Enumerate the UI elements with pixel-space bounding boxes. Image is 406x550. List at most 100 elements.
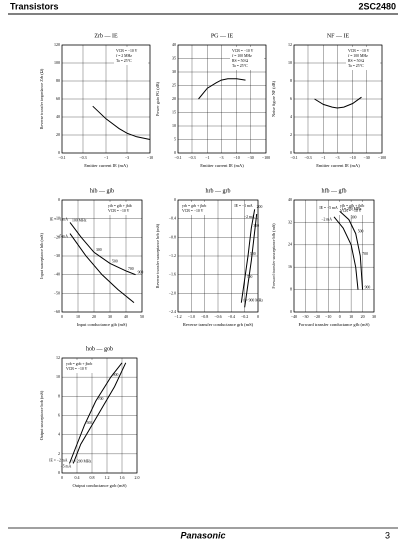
point-label: 500 xyxy=(358,229,364,233)
series-label: −5 mA xyxy=(57,234,68,238)
x-tick-label: 40 xyxy=(124,314,128,319)
note-box xyxy=(346,47,380,70)
series-label: −5 mA xyxy=(61,464,72,468)
point-label: f = 200 MHz xyxy=(72,459,92,463)
x-tick-label: 0.4 xyxy=(75,475,80,480)
x-tick-label: −1 xyxy=(205,155,209,160)
y-tick-label: 6 xyxy=(58,412,60,417)
note-line: yfb = gfb + jbfb xyxy=(340,204,364,208)
point-label: 300 xyxy=(351,215,357,219)
y-tick-label: −10 xyxy=(54,216,60,221)
x-tick-label: 20 xyxy=(92,314,96,319)
y-tick-label: 8 xyxy=(290,287,292,292)
x-axis-label: Emitter current IE (mA) xyxy=(316,163,360,168)
y-axis-label: Reverse transfer susceptance brb (mS) xyxy=(155,223,160,288)
y-tick-label: −2.0 xyxy=(169,290,176,295)
y-tick-label: 12 xyxy=(288,42,292,47)
note-line: Ta = 25°C xyxy=(348,64,364,68)
series-line xyxy=(69,222,136,276)
point-label: 100 MHz xyxy=(72,218,87,222)
point-label: 900 xyxy=(365,285,371,289)
point-label: 900 xyxy=(138,271,144,275)
x-tick-label: −0.3 xyxy=(188,155,195,160)
y-tick-label: 4 xyxy=(58,432,60,437)
point-label: 200 xyxy=(257,205,263,209)
x-tick-label: 0 xyxy=(61,475,63,480)
note-box xyxy=(230,47,264,70)
note-box xyxy=(180,202,214,215)
x-axis-label: Input conductance gib (mS) xyxy=(77,322,128,327)
point-label: 700 xyxy=(128,267,134,271)
note-line: f = 100 MHz xyxy=(232,54,252,58)
x-tick-label: −1 xyxy=(104,155,108,160)
x-tick-label: 30 xyxy=(108,314,112,319)
y-tick-label: 80 xyxy=(56,78,60,83)
series-line xyxy=(244,213,258,308)
y-tick-label: 20 xyxy=(172,96,176,101)
note-line: VCB = −10 V xyxy=(232,49,254,53)
x-tick-label: −0.1 xyxy=(58,155,65,160)
y-tick-label: −1.6 xyxy=(169,272,176,277)
note-line: Ta = 25°C xyxy=(232,64,248,68)
y-axis-label: Reverse transfer impedance Zrb (Ω) xyxy=(39,68,44,129)
y-tick-label: 0 xyxy=(58,150,60,155)
x-axis-label: Forward transfer conductance gfb (mS) xyxy=(299,322,370,327)
series-label: IE = −1 mA xyxy=(50,217,69,221)
note-line: yob = gob + jbob xyxy=(66,362,92,366)
plot-frame xyxy=(61,199,143,313)
x-axis-label: Emitter current IE (mA) xyxy=(200,163,244,168)
header-right: 2SC2480 xyxy=(358,1,396,11)
y-tick-label: 120 xyxy=(54,42,60,47)
y-axis-label: Forward transfer susceptance bfb (mS) xyxy=(271,223,276,289)
footer-page: 3 xyxy=(385,530,390,540)
plot-frame xyxy=(293,199,375,313)
x-tick-label: −30 xyxy=(364,155,370,160)
y-tick-label: 16 xyxy=(288,264,292,269)
series-label: IE = −1 mA xyxy=(234,204,253,208)
series-line xyxy=(240,209,256,303)
point-label: 700 xyxy=(362,252,368,256)
series-label: IE = −2 mA xyxy=(49,458,68,462)
note-line: f = 100 MHz xyxy=(348,54,368,58)
x-tick-label: −3 xyxy=(219,155,223,160)
y-tick-label: 0 xyxy=(58,197,60,202)
chart-title: hib — gib xyxy=(90,188,114,194)
x-axis-label: Emitter current IE (mA) xyxy=(84,163,128,168)
y-tick-label: 25 xyxy=(172,82,176,87)
chart-title: hob — gob xyxy=(86,346,113,352)
y-tick-label: 35 xyxy=(172,55,176,60)
y-axis-label: Output susceptance bob (mS) xyxy=(39,390,44,440)
x-tick-label: 1.6 xyxy=(120,475,125,480)
note-box xyxy=(64,360,98,373)
point-label: 900 xyxy=(113,373,119,377)
x-axis-label: Reverse transfer conductance grb (mS) xyxy=(183,322,254,327)
y-tick-label: 10 xyxy=(56,374,60,379)
y-tick-label: 8 xyxy=(58,393,60,398)
series-label: IE = −5 mA xyxy=(319,206,338,210)
y-tick-label: 40 xyxy=(172,42,176,47)
x-tick-label: −0.2 xyxy=(241,314,248,319)
series-line xyxy=(69,233,135,304)
y-tick-label: 100 xyxy=(54,60,60,65)
x-axis-label: Output conductance gob (mS) xyxy=(72,483,127,488)
y-tick-label: 0 xyxy=(174,150,176,155)
y-tick-label: 12 xyxy=(56,355,60,360)
x-tick-label: −0.6 xyxy=(214,314,221,319)
y-tick-label: −0.4 xyxy=(169,216,176,221)
note-box xyxy=(114,47,148,65)
point-label: 500 xyxy=(87,421,93,425)
series-label: −2 mA xyxy=(321,218,332,222)
y-tick-label: 0 xyxy=(58,470,60,475)
x-tick-label: −0.8 xyxy=(201,314,208,319)
x-tick-label: −3 xyxy=(125,155,129,160)
chart-title: Zrb — IE xyxy=(94,33,118,39)
x-tick-label: 0 xyxy=(61,314,63,319)
y-tick-label: −50 xyxy=(54,290,60,295)
x-tick-label: −10 xyxy=(325,314,331,319)
point-label: f = 200 MHz xyxy=(342,207,362,211)
note-line: VCB = −10 V xyxy=(182,209,204,213)
note-line: yrb = grb + jbrb xyxy=(182,204,206,208)
y-tick-label: 60 xyxy=(56,96,60,101)
x-tick-label: 2.0 xyxy=(135,475,140,480)
